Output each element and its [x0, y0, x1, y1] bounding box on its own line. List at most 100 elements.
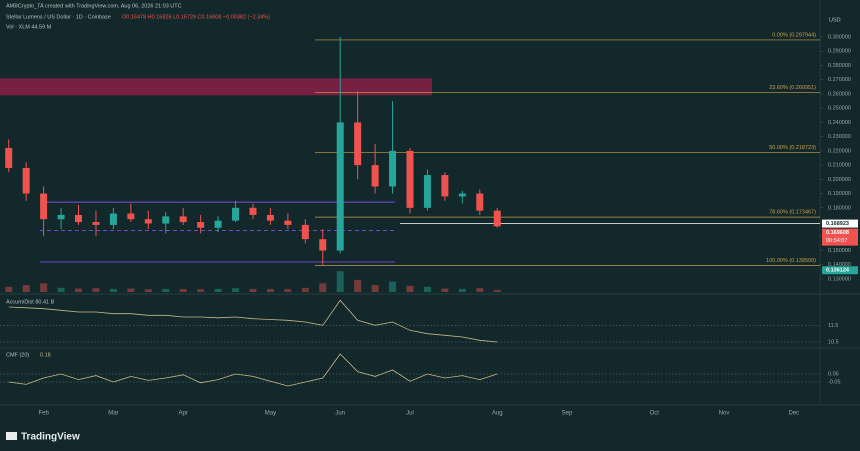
- y-tick-label: 0.130000: [828, 276, 851, 282]
- y-tick-label: 0.280000: [828, 63, 851, 69]
- indicator-line: [8, 353, 498, 387]
- countdown: 00:54:07: [826, 238, 847, 244]
- x-tick-label: Jul: [406, 411, 414, 417]
- candle-body: [441, 175, 449, 197]
- indicator-line: [8, 299, 498, 343]
- volume-bar: [127, 288, 135, 292]
- candle-body: [493, 210, 501, 227]
- candle-body: [5, 148, 13, 168]
- candle-body: [214, 220, 222, 228]
- indicator-value: 0.18: [40, 352, 51, 358]
- volume-bar: [232, 288, 240, 292]
- y-tick-label: 0.150000: [828, 248, 851, 254]
- brand: TradingView: [21, 432, 80, 443]
- volume-bar: [389, 281, 397, 292]
- volume-bar: [162, 288, 170, 292]
- candle-body: [127, 213, 135, 220]
- indicator-title: CMF (20): [6, 352, 29, 358]
- y-tick-label: 0.290000: [828, 49, 851, 55]
- price-tag-label: 0.168923: [826, 221, 849, 227]
- y-tick-label: 0.140000: [828, 262, 851, 268]
- logo: [6, 432, 17, 440]
- x-tick-label: Jun: [335, 411, 345, 417]
- volume-bar: [441, 288, 449, 292]
- y-tick-label: 0.260000: [828, 91, 851, 97]
- candle-body: [249, 207, 257, 215]
- y-tick-label: 11.5: [828, 323, 838, 329]
- ohlc: O0.16478 H0.16826 L0.16729 C0.16608 −0.0…: [122, 14, 270, 20]
- candle-body: [22, 167, 30, 194]
- x-tick-label: Oct: [650, 411, 660, 417]
- y-tick-label: -0.05: [828, 379, 841, 385]
- supply-zone: [0, 78, 432, 96]
- volume-bar: [144, 289, 152, 292]
- volume-bar: [284, 289, 292, 292]
- candle-body: [423, 175, 431, 208]
- fib-label: 50.00% (0.218723): [769, 145, 816, 151]
- y-tick-label: 0.200000: [828, 177, 851, 183]
- y-tick-label: 0.190000: [828, 191, 851, 197]
- volume-bar: [266, 289, 274, 292]
- volume-bar: [371, 285, 379, 292]
- price-tag: [822, 266, 858, 275]
- fib-label: 100.00% (0.139500): [766, 258, 816, 264]
- volume-bar: [214, 288, 222, 292]
- y-tick-label: 0.220000: [828, 148, 851, 154]
- candle-body: [232, 207, 240, 221]
- price-tag: [822, 228, 858, 246]
- candle-body: [179, 216, 187, 223]
- credit: AMBCrypto_TA created with TradingView.co…: [6, 3, 182, 9]
- candle-body: [162, 216, 170, 224]
- volume-bar: [493, 289, 501, 292]
- candle-body: [301, 224, 309, 240]
- volume-bar: [354, 279, 362, 292]
- volume-bar: [476, 288, 484, 292]
- y-tick-label: 0.240000: [828, 120, 851, 126]
- fib-label: 78.60% (0.173467): [769, 210, 816, 216]
- candle-body: [476, 193, 484, 211]
- y-tick-label: 0.250000: [828, 106, 851, 112]
- x-tick-label: May: [265, 411, 276, 417]
- candle-body: [144, 219, 152, 224]
- y-tick-label: 0.210000: [828, 163, 851, 169]
- volume-bar: [57, 287, 65, 292]
- y-tick-label: 0.300000: [828, 34, 851, 40]
- candle-body: [92, 222, 100, 225]
- volume-bar: [458, 288, 466, 292]
- volume-bar: [336, 271, 344, 292]
- fib-label: 23.60% (0.260951): [769, 85, 816, 91]
- fib-label: 0.00% (0.297944): [772, 32, 816, 38]
- x-tick-label: Sep: [562, 411, 573, 417]
- volume-bar: [197, 289, 205, 292]
- y-tick-label: 0.270000: [828, 77, 851, 83]
- volume-bar: [22, 285, 30, 292]
- candle-body: [75, 214, 83, 223]
- candle-body: [57, 214, 65, 220]
- y-tick-label: 0.05: [828, 371, 839, 377]
- volume-bar: [5, 286, 13, 292]
- volume-legend: Vol · XLM 44.59 M: [6, 24, 52, 30]
- x-tick-label: Apr: [179, 411, 188, 417]
- volume-bar: [109, 288, 117, 292]
- candle-body: [354, 122, 362, 166]
- candle-body: [319, 239, 327, 251]
- x-tick-label: Aug: [492, 411, 503, 417]
- candle-body: [284, 220, 292, 225]
- x-tick-label: Dec: [788, 411, 799, 417]
- x-tick-label: Nov: [719, 411, 730, 417]
- volume-bar: [423, 286, 431, 292]
- candle-body: [389, 150, 397, 187]
- volume-bar: [301, 287, 309, 292]
- volume-bar: [249, 288, 257, 292]
- volume-bar: [40, 283, 48, 292]
- x-tick-label: Mar: [108, 411, 118, 417]
- candle-body: [406, 150, 414, 208]
- price-tag: [822, 219, 858, 228]
- price-tag-label: 0.136124: [826, 268, 850, 274]
- y-tick-label: 10.5: [828, 339, 839, 345]
- y-tick-label: 0.180000: [828, 205, 851, 211]
- candle-body: [40, 193, 48, 220]
